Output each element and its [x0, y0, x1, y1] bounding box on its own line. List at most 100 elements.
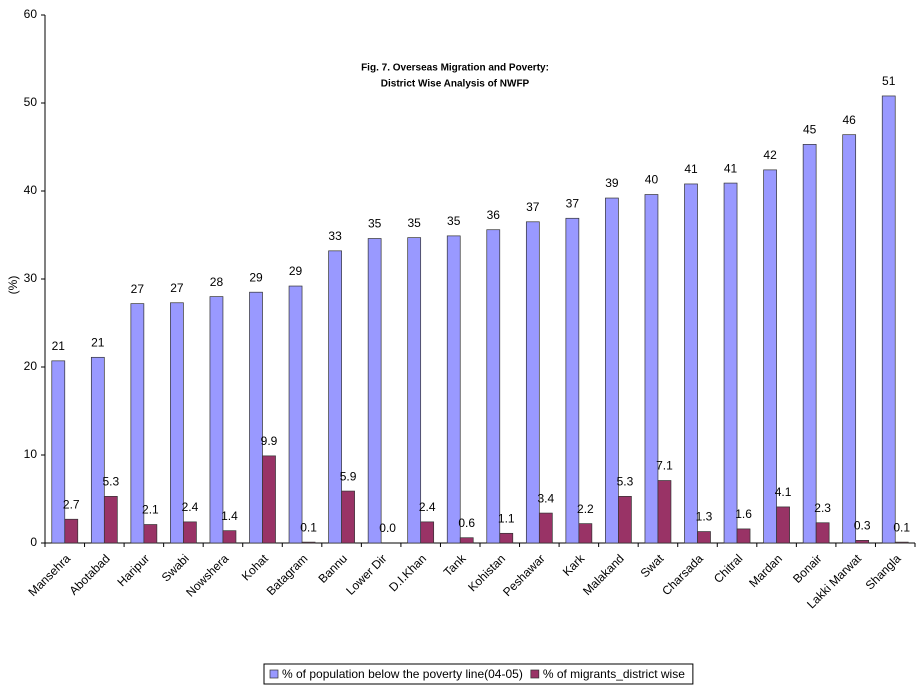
value-label: 37	[566, 196, 580, 210]
x-tick-label: Lower Dir	[343, 551, 389, 597]
bar	[407, 237, 422, 544]
y-tick-label: 40	[24, 183, 38, 197]
bar	[618, 496, 632, 544]
bar	[90, 356, 105, 544]
legend-box	[263, 663, 694, 685]
value-label: 40	[645, 173, 659, 187]
value-label: 0.1	[893, 520, 910, 534]
value-label: 41	[724, 161, 738, 175]
value-label: 45	[803, 123, 817, 137]
value-label: 2.7	[63, 497, 80, 511]
value-label: 37	[526, 200, 540, 214]
value-label: 2.2	[577, 502, 594, 516]
value-label: 29	[289, 264, 303, 278]
value-label: 39	[605, 176, 619, 190]
x-tick-label: D.I.Khan	[386, 551, 429, 594]
x-tick-label: Bonair	[790, 551, 824, 585]
bar	[301, 541, 316, 544]
y-tick-label: 10	[24, 447, 38, 461]
value-label: 0.3	[854, 519, 871, 533]
bar	[605, 197, 619, 544]
x-tick-label: Shangla	[863, 551, 904, 592]
legend-swatch	[269, 669, 279, 679]
value-label: 0.0	[379, 521, 396, 535]
value-label: 0.1	[300, 520, 317, 534]
legend-label: % of migrants_district wise	[543, 667, 685, 681]
bar	[170, 302, 184, 544]
value-label: 4.1	[775, 485, 792, 499]
bar	[446, 235, 461, 544]
bar	[697, 531, 711, 544]
value-label: 35	[408, 216, 422, 230]
bar	[64, 518, 79, 544]
bar	[802, 144, 817, 544]
bar	[842, 134, 857, 544]
value-label: 35	[368, 217, 382, 231]
bar	[815, 522, 830, 544]
x-tick-label: Kark	[560, 551, 588, 579]
x-tick-label: Bannu	[316, 551, 350, 585]
bar	[143, 524, 158, 544]
value-label: 27	[170, 281, 184, 295]
value-label: 42	[763, 148, 777, 162]
bar	[525, 221, 540, 544]
value-label: 7.1	[656, 459, 673, 473]
x-tick-label: Haripur	[114, 551, 152, 589]
value-label: 51	[882, 74, 896, 88]
bar	[459, 537, 474, 544]
x-tick-label: Abotabad	[66, 551, 112, 597]
value-label: 5.3	[617, 475, 634, 489]
bar	[855, 540, 870, 544]
bar	[249, 291, 263, 544]
y-tick-label: 30	[24, 271, 38, 285]
chart-title: Fig. 7. Overseas Migration and Poverty:	[361, 63, 549, 74]
bar	[499, 532, 514, 544]
value-label: 36	[487, 208, 501, 222]
bar	[209, 296, 224, 544]
x-tick-label: Swabi	[159, 551, 192, 584]
x-tick-label: Tank	[441, 551, 470, 580]
bar	[367, 238, 382, 544]
value-label: 0.6	[458, 516, 475, 530]
bar	[723, 182, 738, 544]
bar	[420, 521, 435, 544]
x-tick-label: Mansehra	[25, 551, 73, 599]
bar	[288, 285, 303, 544]
y-axis-label: (%)	[6, 276, 20, 295]
x-tick-label: Batagram	[264, 551, 311, 598]
bar	[776, 506, 790, 544]
bar	[538, 512, 553, 544]
bar	[51, 360, 66, 544]
bar	[262, 455, 276, 544]
bar	[894, 541, 909, 544]
y-tick-label: 20	[24, 359, 38, 373]
value-label: 5.9	[340, 469, 357, 483]
bar	[657, 480, 672, 544]
value-label: 2.1	[142, 503, 159, 517]
value-label: 46	[843, 113, 857, 127]
bar	[130, 303, 145, 544]
value-label: 2.4	[182, 500, 199, 514]
x-tick-label: Malakand	[580, 551, 627, 598]
x-tick-label: Mardan	[746, 551, 785, 590]
x-tick-label: Chitral	[711, 551, 745, 585]
value-label: 35	[447, 214, 461, 228]
bar	[684, 183, 698, 544]
value-label: 1.3	[696, 510, 713, 524]
bar	[763, 169, 777, 544]
value-label: 41	[684, 162, 698, 176]
bar	[578, 523, 593, 544]
bar	[486, 229, 501, 544]
bar	[881, 95, 896, 544]
bar	[565, 217, 580, 544]
y-tick-label: 0	[30, 535, 37, 549]
bar	[328, 250, 342, 544]
bar	[222, 530, 237, 544]
legend-label: % of population below the poverty line(0…	[282, 667, 523, 681]
x-tick-label: Nowshera	[183, 551, 231, 599]
bar	[341, 490, 355, 544]
value-label: 1.4	[221, 509, 238, 523]
value-label: 9.9	[261, 434, 278, 448]
value-label: 33	[328, 229, 342, 243]
